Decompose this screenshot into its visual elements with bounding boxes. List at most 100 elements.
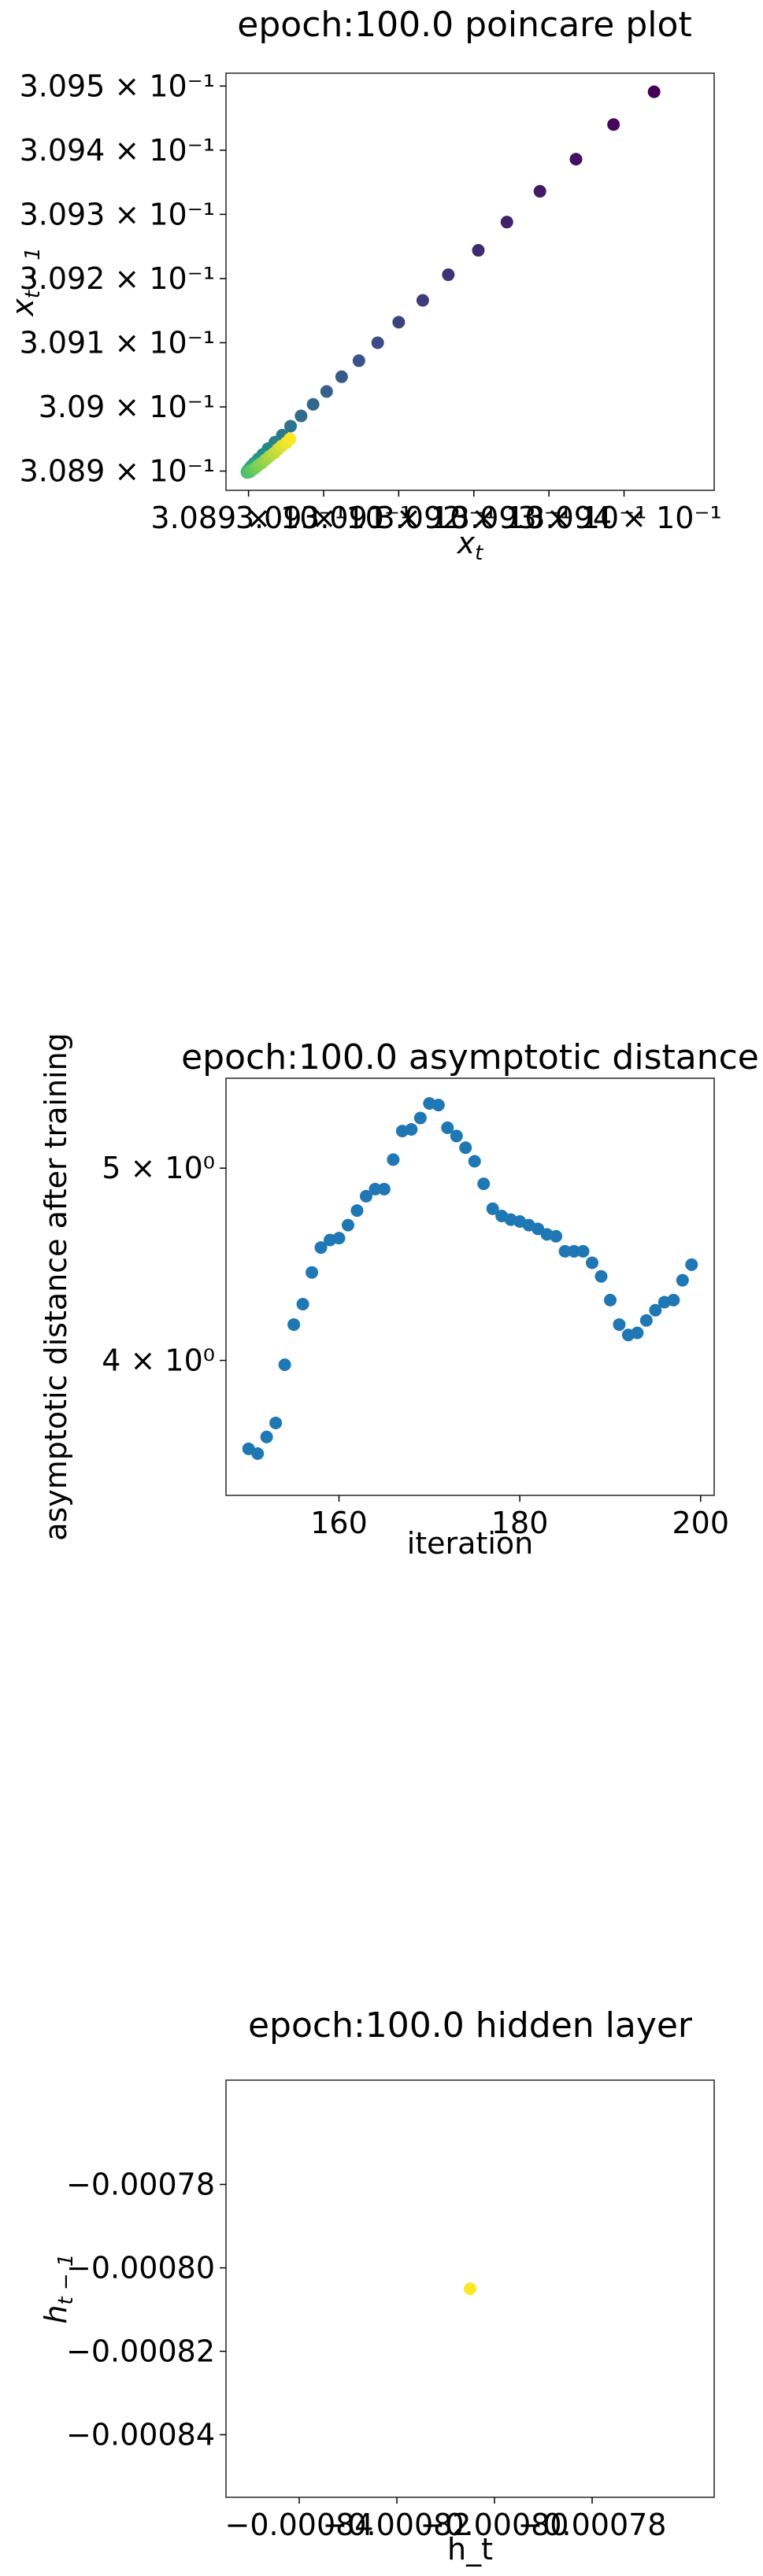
poincare-plot-title: epoch:100.0 poincare plot (237, 5, 691, 45)
x-tick-label: 3.093 × 10⁻¹ (451, 501, 646, 535)
asymptotic-point (278, 1358, 291, 1372)
asymptotic-point (576, 1244, 590, 1258)
asymptotic-point (413, 1111, 427, 1125)
x-tick-label: 200 (672, 1506, 730, 1540)
asymptotic-x-axis-label: iteration (407, 1526, 534, 1561)
asymptotic-distance-title: epoch:100.0 asymptotic distance (181, 1037, 759, 1077)
asymptotic-point (594, 1270, 608, 1283)
poincare-point (442, 268, 455, 282)
hidden-x-ticks: −0.00084−0.00082−0.00080−0.00078 (225, 2497, 667, 2542)
x-tick-label: −0.00078 (518, 2508, 667, 2542)
y-tick-label: 5 × 10⁰ (102, 1151, 215, 1185)
x-tick-label: 3.092 × 10⁻¹ (376, 501, 572, 535)
poincare-plot-points (240, 85, 661, 479)
asymptotic-point (586, 1256, 598, 1270)
hidden-layer-point (464, 2282, 476, 2295)
y-tick-label: 3.095 × 10⁻¹ (20, 68, 215, 103)
asymptotic-point (568, 1244, 581, 1258)
hidden-layer-title: epoch:100.0 hidden layer (248, 2005, 693, 2046)
y-tick-label: −0.00082 (66, 2334, 215, 2369)
asymptotic-distance-points (242, 1097, 698, 1460)
x-tick-label: −0.00082 (323, 2508, 472, 2542)
poincare-point (320, 385, 333, 398)
asymptotic-point (603, 1293, 617, 1306)
asymptotic-point (369, 1182, 382, 1196)
poincare-point (371, 336, 384, 349)
x-tick-label: −0.00080 (420, 2508, 569, 2542)
asymptotic-point (468, 1155, 481, 1168)
x-tick-label: 3.094 × 10⁻¹ (526, 501, 721, 535)
asymptotic-point (405, 1123, 418, 1136)
asymptotic-point (532, 1222, 545, 1236)
y-tick-label: −0.00084 (66, 2418, 215, 2452)
asymptotic-point (296, 1298, 309, 1311)
poincare-point (500, 216, 513, 229)
poincare-point (392, 316, 406, 329)
y-tick-label: 3.09 × 10⁻¹ (39, 390, 215, 424)
poincare-point (294, 409, 308, 423)
x-tick-label: 3.091 × 10⁻¹ (301, 501, 496, 535)
hidden-layer-chart: epoch:100.0 hidden layer −0.00084−0.0008… (39, 2005, 715, 2567)
y-tick-label: 4 × 10⁰ (102, 1343, 215, 1378)
poincare-point (306, 397, 320, 411)
poincare-y-ticks: 3.089 × 10⁻¹ 3.09 × 10⁻¹ 3.091 × 10⁻¹ 3.092… (20, 68, 226, 489)
asymptotic-point (639, 1314, 653, 1327)
asymptotic-point (477, 1177, 491, 1191)
hidden-x-axis-label: h_t (447, 2532, 493, 2567)
asymptotic-point (676, 1273, 689, 1287)
asymptotic-point (260, 1430, 273, 1443)
asymptotic-point (558, 1244, 572, 1258)
poincare-plot-area (225, 72, 715, 491)
asymptotic-point (441, 1121, 454, 1134)
asymptotic-point (350, 1204, 364, 1218)
poincare-point (569, 153, 583, 166)
poincare-point (647, 85, 661, 98)
y-tick-label: 3.089 × 10⁻¹ (20, 454, 215, 489)
asymptotic-point (667, 1293, 680, 1306)
asymptotic-point (486, 1202, 499, 1215)
asymptotic-point (306, 1266, 319, 1279)
poincare-point (472, 244, 485, 257)
x-tick-label: 3.09 × 10⁻¹ (235, 501, 412, 535)
asymptotic-y-axis-label: asymptotic distance after training (39, 1033, 73, 1541)
asymptotic-point (377, 1182, 391, 1196)
hidden-layer-points (464, 2282, 476, 2295)
poincare-point (607, 118, 620, 131)
asymptotic-point (251, 1447, 265, 1460)
y-tick-label: 3.092 × 10⁻¹ (20, 261, 215, 296)
hidden-y-ticks: −0.00084 −0.00082 −0.00080 −0.00078 (66, 2168, 226, 2452)
x-tick-label: 180 (491, 1506, 549, 1540)
asymptotic-point (432, 1099, 445, 1112)
asymptotic-y-ticks: 4 × 10⁰ 5 × 10⁰ (102, 1151, 226, 1378)
y-tick-label: 3.093 × 10⁻¹ (20, 197, 215, 231)
poincare-point (416, 294, 429, 307)
asymptotic-point (631, 1326, 644, 1340)
poincare-point (533, 185, 546, 198)
x-tick-label: 3.089 × 10⁻¹ (150, 501, 346, 535)
poincare-point (284, 419, 298, 433)
y-tick-label: −0.00078 (66, 2168, 215, 2202)
asymptotic-point (613, 1318, 626, 1331)
asymptotic-point (359, 1189, 372, 1203)
hidden-layer-plot-area (225, 2079, 715, 2498)
asymptotic-point (287, 1318, 301, 1331)
asymptotic-distance-plot-area (225, 1077, 715, 1496)
poincare-point (335, 370, 348, 383)
asymptotic-point (550, 1229, 563, 1243)
asymptotic-point (269, 1416, 283, 1429)
asymptotic-point (342, 1218, 354, 1232)
asymptotic-point (450, 1129, 463, 1143)
asymptotic-point (332, 1232, 346, 1245)
asymptotic-distance-chart: epoch:100.0 asymptotic distance 160 180 20… (39, 1033, 759, 1561)
poincare-plot-chart: epoch:100.0 poincare plot 3.089 × 10⁻¹3.… (6, 5, 722, 565)
poincare-point (352, 354, 365, 368)
asymptotic-point (459, 1141, 472, 1155)
y-tick-label: 3.094 × 10⁻¹ (20, 133, 215, 168)
asymptotic-point (314, 1241, 328, 1255)
poincare-x-ticks: 3.089 × 10⁻¹3.09 × 10⁻¹3.091 × 10⁻¹3.092… (150, 490, 722, 535)
asymptotic-point (387, 1153, 400, 1166)
x-tick-label: 160 (310, 1506, 368, 1540)
asymptotic-x-ticks: 160 180 200 (310, 1495, 729, 1540)
asymptotic-point (685, 1258, 698, 1271)
